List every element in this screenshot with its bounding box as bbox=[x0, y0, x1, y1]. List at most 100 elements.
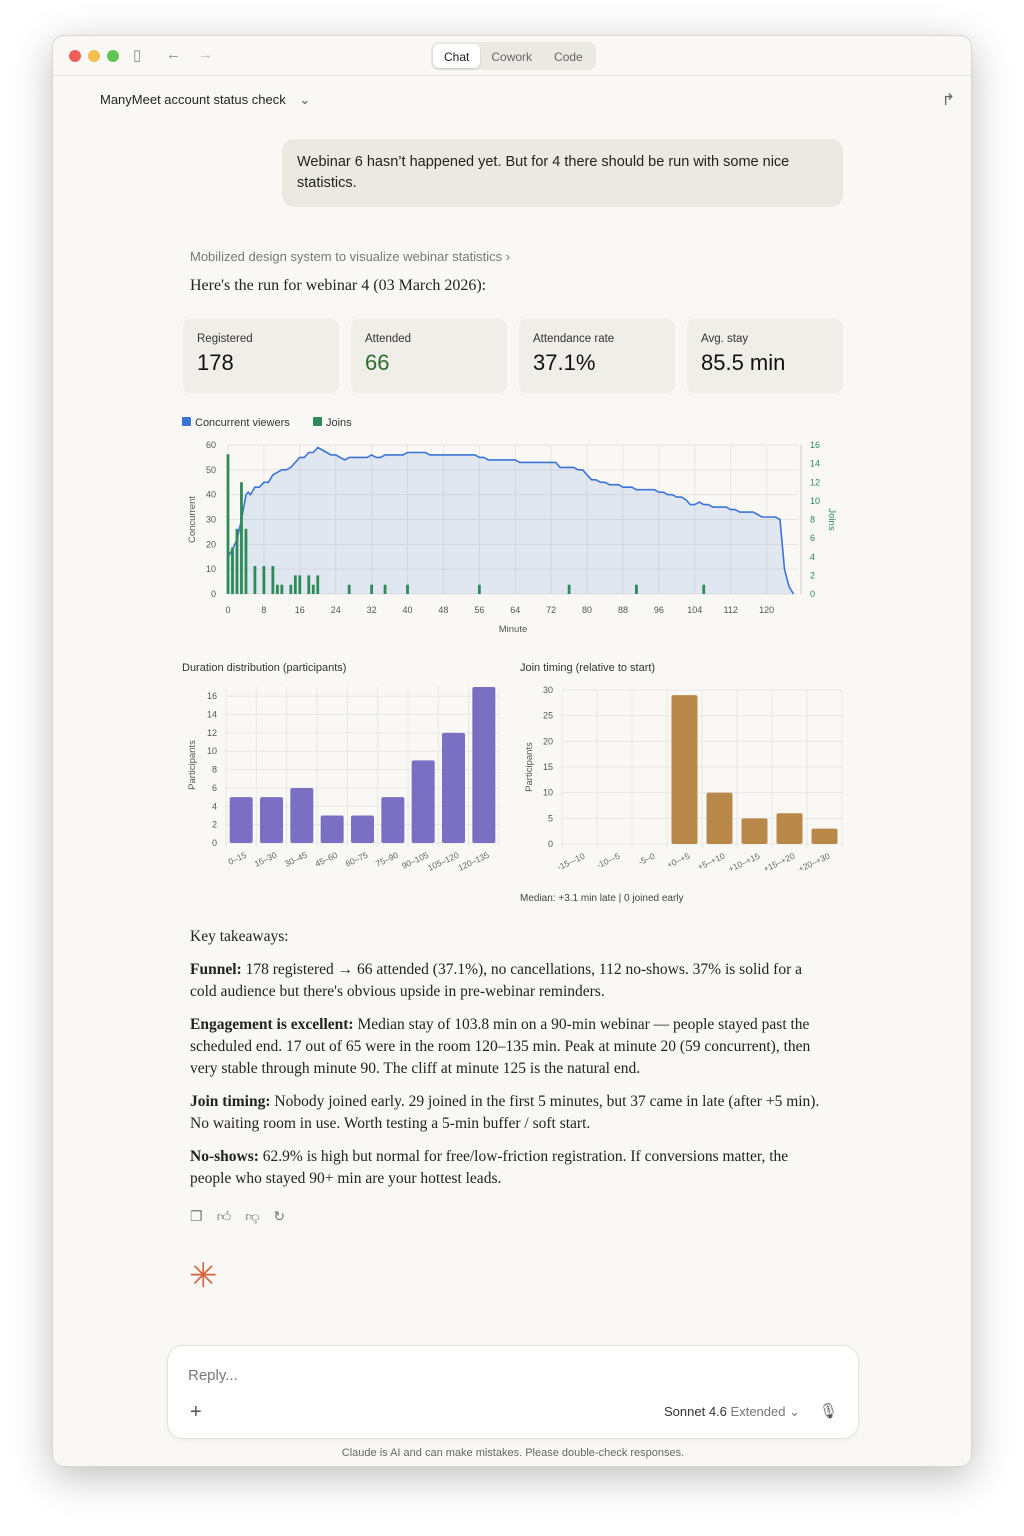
y2-tick-label: 2 bbox=[810, 570, 815, 580]
chart-title: Join timing (relative to start) bbox=[520, 662, 655, 674]
bar bbox=[320, 815, 344, 843]
stat-cards: Registered 178 Attended 66 Attendance rate… bbox=[183, 319, 843, 393]
minimize-button[interactable] bbox=[88, 50, 100, 62]
x-tick-label: -15–-10 bbox=[556, 851, 587, 873]
microphone-icon[interactable]: 🎙︎ bbox=[818, 1403, 838, 1420]
y-tick-label: 50 bbox=[206, 465, 216, 475]
reply-composer[interactable]: Reply... + Sonnet 4.6 Extended ⌄ 🎙︎ bbox=[167, 1345, 859, 1439]
joins-bar bbox=[347, 584, 351, 594]
tab-cowork[interactable]: Cowork bbox=[491, 50, 533, 64]
x-tick-label: 16 bbox=[295, 605, 305, 615]
y-tick-label: 4 bbox=[212, 801, 217, 811]
model-selector[interactable]: Sonnet 4.6 Extended ⌄ bbox=[664, 1404, 800, 1420]
stat-label: Registered bbox=[197, 333, 253, 345]
tab-code[interactable]: Code bbox=[554, 50, 583, 64]
takeaway-title: Funnel: bbox=[190, 961, 242, 978]
y-tick-label: 25 bbox=[543, 711, 553, 721]
chevron-down-icon: ⌄ bbox=[789, 1404, 800, 1419]
back-arrow-icon[interactable]: ← bbox=[166, 46, 181, 63]
takeaway-join-timing: Join timing: Nobody joined early. 29 joi… bbox=[190, 1091, 820, 1135]
joins-bar bbox=[298, 575, 302, 594]
reply-input[interactable]: Reply... bbox=[188, 1367, 238, 1384]
joins-bar bbox=[231, 547, 234, 594]
y2-tick-label: 12 bbox=[810, 477, 820, 487]
plus-icon[interactable]: + bbox=[190, 1401, 202, 1423]
share-icon[interactable]: ↱ bbox=[941, 92, 955, 109]
bar bbox=[351, 815, 374, 843]
y-tick-label: 40 bbox=[206, 490, 216, 500]
takeaway-funnel: Funnel: 178 registered → 66 attended (37… bbox=[190, 959, 820, 1003]
tab-chat[interactable]: Chat bbox=[433, 44, 481, 68]
conversation-title[interactable]: ManyMeet account status check ⌄ bbox=[100, 92, 310, 108]
x-tick-label: 24 bbox=[331, 605, 341, 615]
sidebar-toggle-icon[interactable]: ▯ bbox=[133, 47, 142, 64]
x-tick-label: +0–+5 bbox=[665, 851, 691, 870]
y-tick-label: 6 bbox=[212, 783, 217, 793]
stat-label: Attended bbox=[365, 333, 412, 345]
x-tick-label: 15–30 bbox=[253, 850, 279, 869]
joins-bar bbox=[226, 454, 230, 594]
thumbs-down-icon[interactable]: 👎︎ bbox=[245, 1208, 260, 1224]
y2-tick-label: 16 bbox=[810, 440, 820, 450]
y2-tick-label: 6 bbox=[810, 533, 815, 543]
thumbs-up-icon[interactable]: 👍︎ bbox=[216, 1208, 232, 1224]
retry-icon[interactable]: ↻ bbox=[273, 1208, 286, 1224]
x-tick-label: +20–+30 bbox=[797, 851, 832, 874]
x-tick-label: +15–+20 bbox=[762, 851, 797, 874]
message-actions: ❐ 👍︎ 👎︎ ↻ bbox=[190, 1208, 285, 1225]
y-tick-label: 20 bbox=[206, 539, 216, 549]
takeaway-engagement: Engagement is excellent: Median stay of … bbox=[190, 1014, 820, 1080]
joins-bar bbox=[311, 584, 315, 594]
chevron-down-icon: ⌄ bbox=[299, 92, 311, 107]
x-tick-label: -10–-5 bbox=[595, 851, 622, 871]
copy-icon[interactable]: ❐ bbox=[190, 1208, 203, 1224]
x-axis-label: Minute bbox=[499, 624, 528, 635]
y-tick-label: 10 bbox=[207, 746, 217, 756]
forward-arrow-icon[interactable]: → bbox=[198, 46, 213, 63]
joins-bar bbox=[635, 584, 638, 594]
y-tick-label: 0 bbox=[548, 839, 553, 849]
app-window: ▯ ← → Chat Cowork Code ManyMeet account … bbox=[52, 35, 972, 1467]
joins-bar bbox=[289, 584, 293, 594]
x-tick-label: 30–45 bbox=[283, 850, 309, 869]
x-tick-label: 72 bbox=[546, 605, 556, 615]
stat-value: 178 bbox=[197, 350, 234, 375]
x-tick-label: 64 bbox=[510, 605, 520, 615]
joins-bar bbox=[262, 566, 266, 594]
y2-tick-label: 14 bbox=[810, 459, 820, 469]
y-axis-label: Participants bbox=[524, 742, 535, 792]
legend-label: Concurrent viewers bbox=[195, 417, 290, 429]
x-tick-label: 96 bbox=[654, 605, 664, 615]
joins-bar bbox=[280, 584, 284, 594]
bar bbox=[260, 797, 283, 843]
bar bbox=[229, 797, 253, 843]
y-tick-label: 20 bbox=[543, 736, 553, 746]
x-tick-label: 56 bbox=[474, 605, 484, 615]
y-axis-label: Participants bbox=[187, 740, 198, 790]
bar bbox=[411, 760, 435, 843]
legend-swatch-concurrent bbox=[182, 417, 191, 426]
joins-bar bbox=[244, 528, 248, 594]
joins-bar bbox=[406, 584, 409, 594]
joins-bar bbox=[253, 566, 257, 594]
y-tick-label: 60 bbox=[206, 440, 216, 450]
bar bbox=[776, 813, 803, 844]
x-tick-label: 80 bbox=[582, 605, 592, 615]
y2-axis-label: Joins bbox=[826, 508, 837, 530]
stat-label: Attendance rate bbox=[533, 333, 615, 345]
x-tick-label: 32 bbox=[367, 605, 377, 615]
bar bbox=[290, 787, 314, 843]
takeaway-text: 62.9% is high but normal for free/low-fr… bbox=[190, 1148, 789, 1187]
x-tick-label: 0–15 bbox=[227, 850, 249, 867]
joins-bar bbox=[275, 584, 279, 594]
thinking-summary[interactable]: Mobilized design system to visualize web… bbox=[190, 249, 510, 264]
y-tick-label: 8 bbox=[212, 765, 217, 775]
close-button[interactable] bbox=[69, 50, 81, 62]
y-tick-label: 14 bbox=[207, 710, 217, 720]
takeaway-title: Join timing: bbox=[190, 1093, 271, 1110]
zoom-button[interactable] bbox=[107, 50, 119, 62]
joins-bar bbox=[271, 566, 275, 594]
takeaway-no-shows: No-shows: 62.9% is high but normal for f… bbox=[190, 1146, 820, 1190]
takeaway-title: No-shows: bbox=[190, 1148, 259, 1165]
y2-tick-label: 4 bbox=[810, 552, 815, 562]
